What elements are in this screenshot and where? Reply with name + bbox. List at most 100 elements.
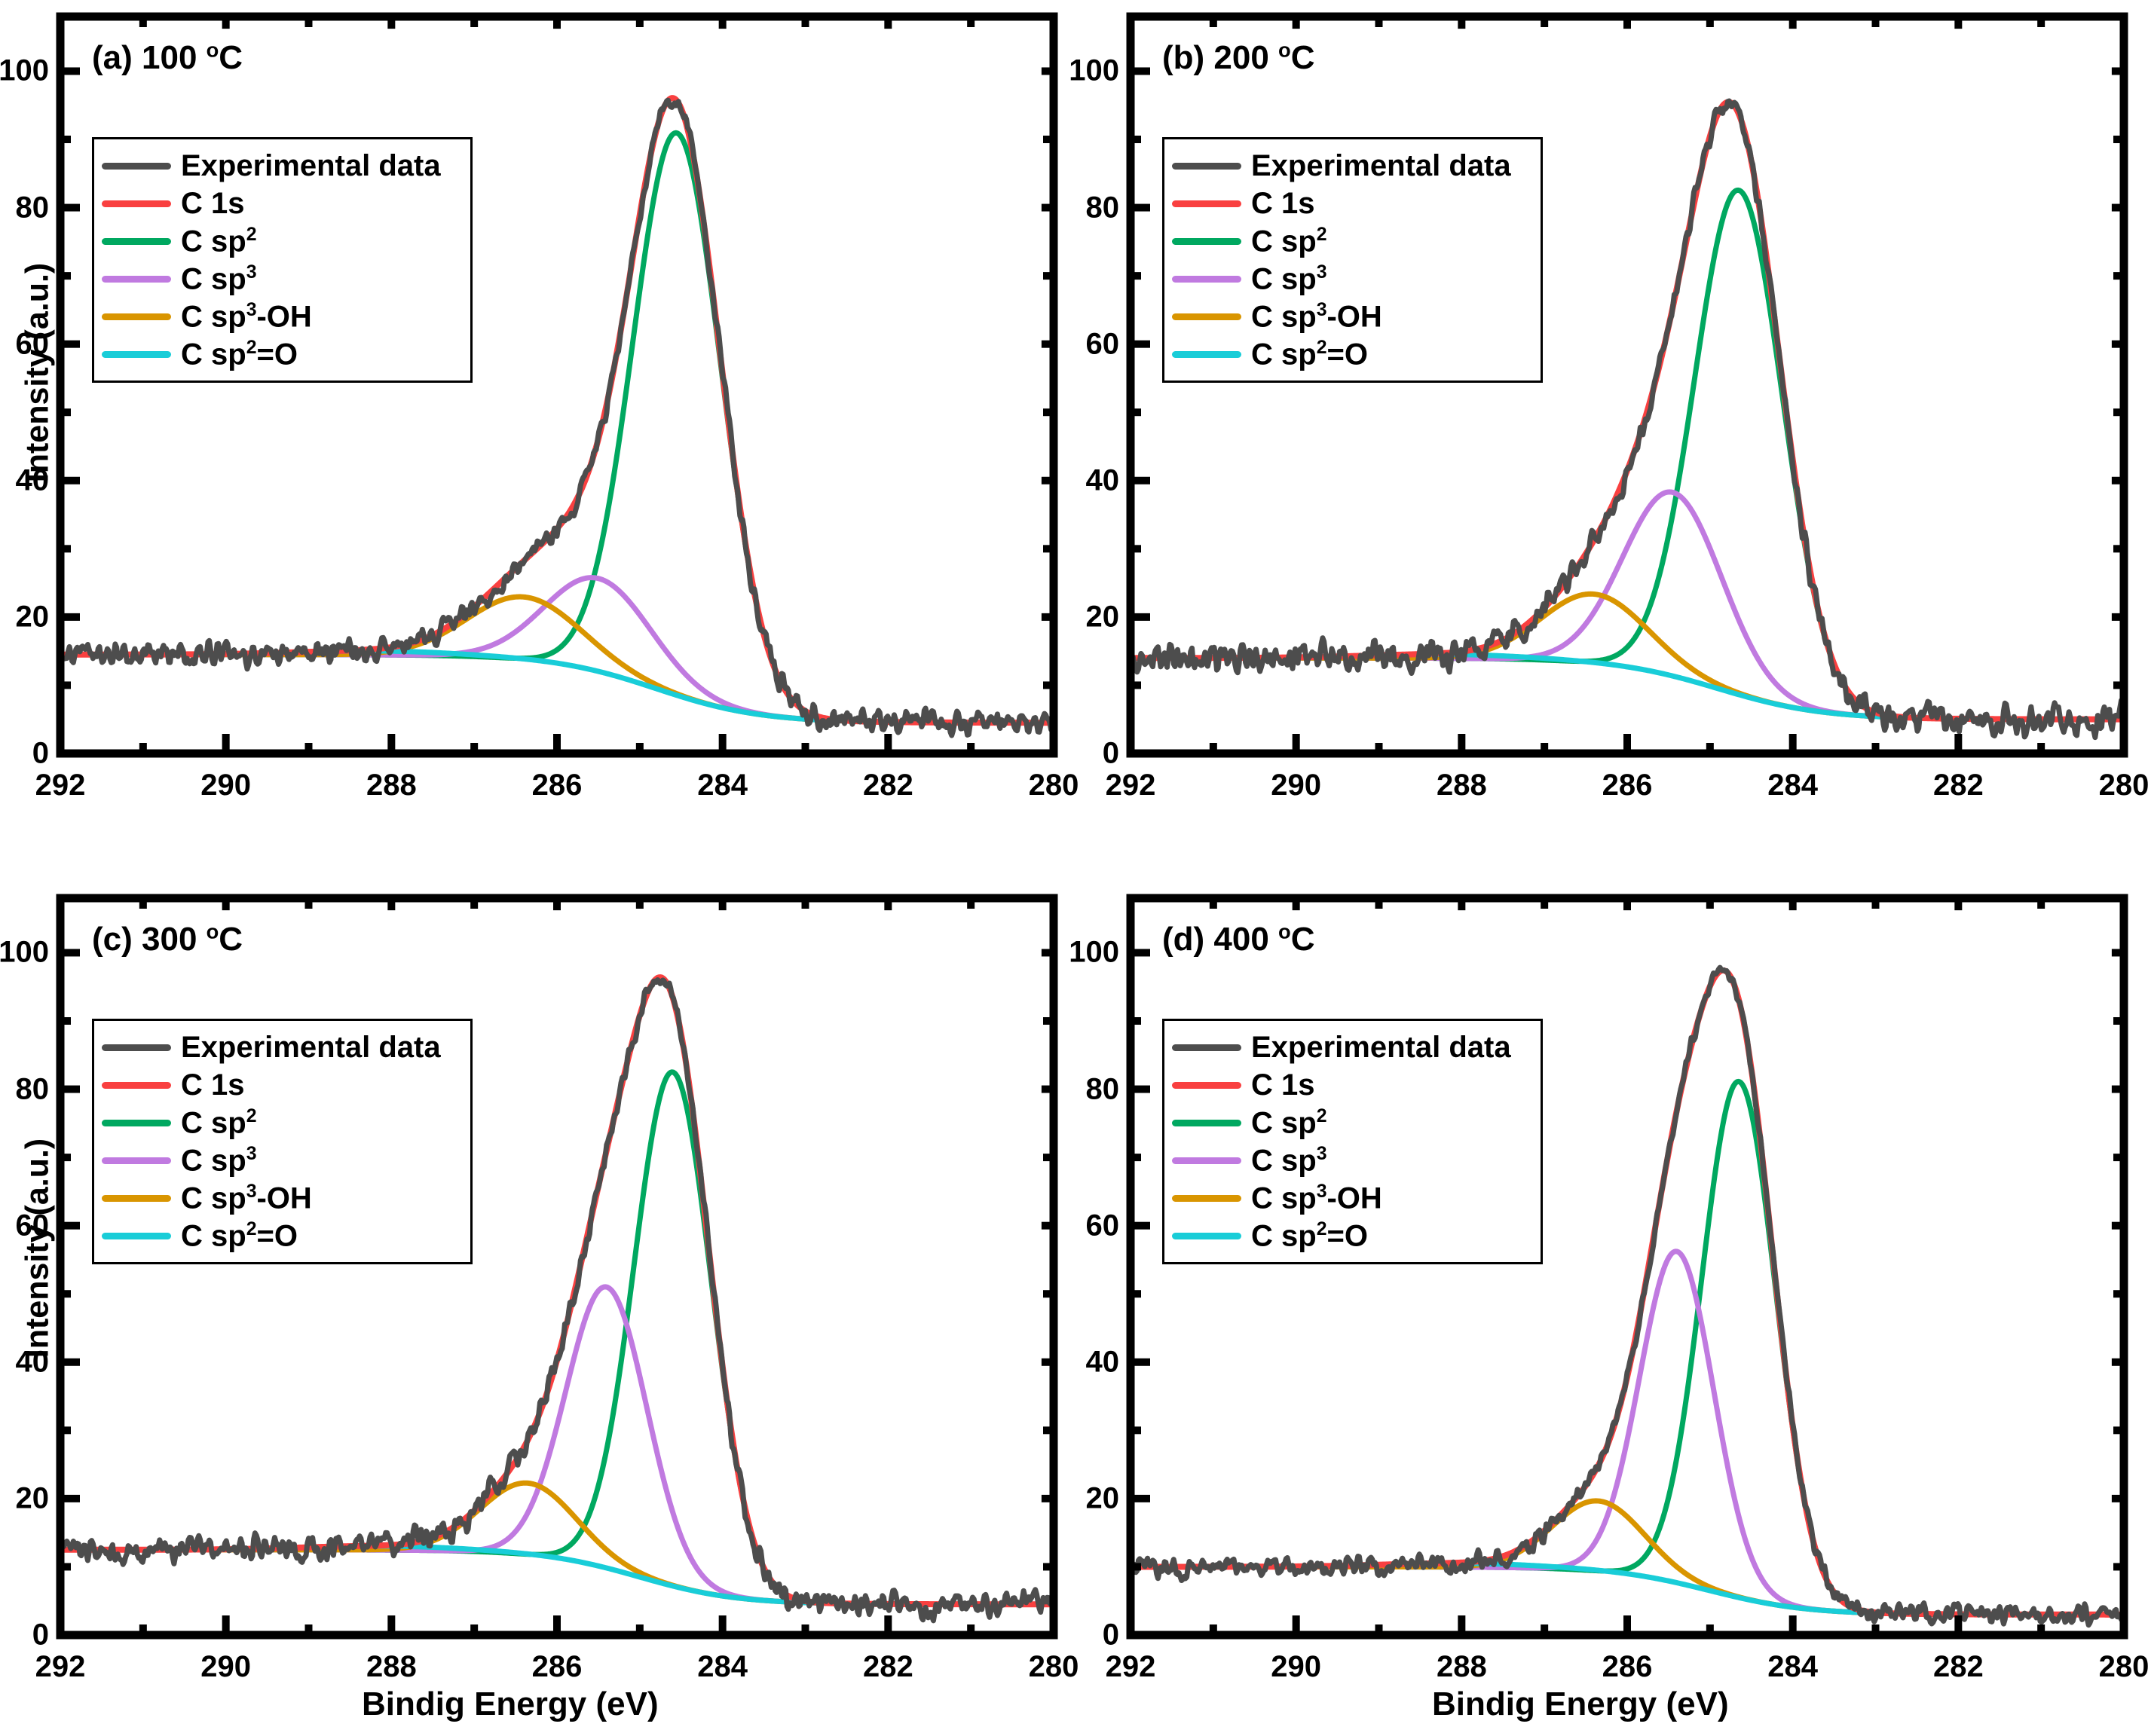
ytick-minor-70 [60, 272, 71, 280]
ytick-right-minor-50 [2113, 1290, 2124, 1298]
ytick-minor-30 [60, 1426, 71, 1435]
panel-d: (d) 400 oC Bindig Energy (eV) Experiment… [1069, 868, 2148, 1736]
axis-right [1049, 12, 1058, 758]
curve-c-experimental [57, 977, 1057, 1624]
ytick-minor-90 [1131, 136, 1141, 143]
xtick-major-286 [553, 1615, 561, 1635]
ytick-right-80 [1041, 1085, 1054, 1093]
xtick-major-282 [1954, 1615, 1963, 1635]
panel-a-plot [56, 12, 1058, 758]
panel-a-legend-csp2-o: C sp2=O [102, 335, 458, 373]
panel-c-xticklabel-282: 282 [862, 1650, 913, 1683]
xtick-minor-291 [139, 1624, 147, 1635]
xtick-major-280 [2120, 1615, 2128, 1635]
xtick-major-286 [553, 734, 561, 753]
xtick-top-284 [718, 17, 727, 29]
xtick-minor-291 [1209, 743, 1217, 753]
panel-c-xticklabel-292: 292 [35, 1650, 86, 1683]
xtick-major-280 [2120, 734, 2128, 753]
legend-csp3-label: C sp3 [1251, 261, 1327, 296]
panel-a-xticklabel-290: 290 [200, 769, 252, 802]
xtick-major-284 [1788, 1615, 1797, 1635]
xtick-top-290 [222, 17, 230, 29]
xtick-top-minor-283 [801, 17, 809, 27]
panel-c-title: (c) 300 oC [92, 919, 243, 958]
ytick-minor-70 [1131, 1154, 1141, 1162]
panel-c-xticklabel-284: 284 [697, 1650, 748, 1683]
legend-c1s-swatch-icon [102, 1081, 171, 1089]
ytick-major-80 [1131, 1085, 1150, 1093]
legend-csp3-oh-label: C sp3-OH [1251, 299, 1382, 334]
ytick-right-minor-70 [1043, 1154, 1054, 1162]
ytick-right-minor-30 [2113, 1426, 2124, 1435]
xtick-top-minor-285 [635, 898, 644, 909]
ytick-major-40 [60, 1358, 80, 1366]
panel-d-legend-csp2-o: C sp2=O [1172, 1217, 1528, 1255]
panel-d-title: (d) 400 oC [1162, 919, 1314, 958]
xtick-major-286 [1623, 1615, 1631, 1635]
axis-left [56, 12, 65, 758]
ytick-right-20 [2111, 1494, 2124, 1502]
panel-d-plot [1126, 894, 2128, 1640]
xtick-minor-283 [801, 1624, 809, 1635]
xtick-top-292 [1127, 898, 1134, 911]
ytick-right-minor-10 [2113, 681, 2124, 689]
panel-c-legend: Experimental data C 1s C sp2 C sp3 C sp3-OH C… [92, 1019, 473, 1264]
ytick-major-20 [1131, 1494, 1150, 1502]
legend-csp2-o-swatch-icon [1172, 1232, 1241, 1239]
panel-c-legend-csp2-o: C sp2=O [102, 1217, 458, 1255]
ytick-right-20 [2111, 613, 2124, 621]
ytick-right-80 [1041, 203, 1054, 212]
xtick-minor-285 [635, 1624, 644, 1635]
axis-right [2119, 12, 2128, 758]
xtick-major-292 [1127, 1615, 1134, 1635]
ytick-right-minor-90 [1043, 136, 1054, 143]
panel-c-plot [56, 894, 1058, 1640]
ytick-right-0 [2111, 750, 2124, 757]
xtick-top-286 [553, 17, 561, 29]
ytick-minor-70 [1131, 272, 1141, 280]
ytick-major-80 [60, 1085, 80, 1093]
panel-d-yticklabel-20: 20 [1085, 1481, 1120, 1515]
ytick-minor-90 [1131, 1017, 1141, 1025]
xtick-top-minor-281 [2037, 17, 2045, 27]
ytick-right-minor-10 [1043, 1563, 1054, 1571]
panel-a-legend-c1s: C 1s [102, 185, 458, 222]
panel-a-yticklabel-40: 40 [15, 463, 50, 497]
ytick-right-100 [1041, 949, 1054, 957]
panel-b: (b) 200 oC Experimental data C 1s C sp2 C s… [1069, 0, 2148, 868]
ytick-major-100 [1131, 949, 1150, 957]
ytick-major-40 [1131, 476, 1150, 484]
ytick-minor-30 [60, 545, 71, 553]
panel-b-xticklabel-280: 280 [2098, 769, 2148, 802]
panel-c-xticklabel-288: 288 [366, 1650, 417, 1683]
xtick-major-288 [387, 1615, 396, 1635]
xtick-top-minor-281 [967, 898, 975, 909]
panel-c-yticklabel-100: 100 [0, 935, 49, 969]
xtick-major-284 [718, 734, 727, 753]
legend-c1s-swatch-icon [1172, 200, 1241, 207]
xtick-major-282 [884, 1615, 892, 1635]
xtick-top-280 [1050, 17, 1057, 29]
ytick-right-80 [2111, 203, 2124, 212]
panel-a-legend-experimental-data: Experimental data [102, 147, 458, 185]
xtick-top-280 [2120, 17, 2128, 29]
ytick-right-40 [1041, 476, 1054, 484]
plot-background [60, 898, 1054, 1635]
legend-c1s-swatch-icon [102, 200, 171, 207]
legend-c1s-label: C 1s [181, 187, 245, 220]
panel-d-legend-csp3: C sp3 [1172, 1142, 1528, 1179]
legend-csp3-oh-swatch-icon [1172, 313, 1241, 320]
legend-csp3-swatch-icon [1172, 1157, 1241, 1164]
ytick-right-60 [1041, 340, 1054, 348]
panel-c-legend-csp3-oh: C sp3-OH [102, 1179, 458, 1217]
curve-a-experimental [57, 97, 1057, 738]
xtick-top-288 [387, 17, 396, 29]
axis-left [1126, 894, 1135, 1640]
curve-d-experimental [1128, 964, 2127, 1628]
legend-csp3-oh-swatch-icon [102, 1194, 171, 1202]
panel-d-yticklabel-80: 80 [1085, 1072, 1120, 1106]
xtick-major-282 [884, 734, 892, 753]
